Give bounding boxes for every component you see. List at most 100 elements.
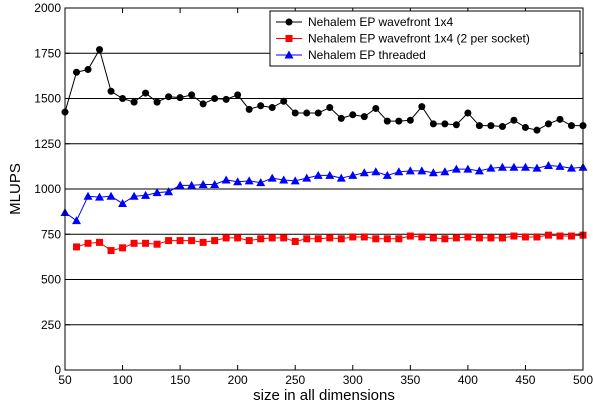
- series-line-0: [64, 48, 583, 131]
- data-point: [337, 235, 345, 243]
- data-point: [464, 109, 472, 117]
- data-point: [428, 168, 438, 177]
- y-tick-label: 1500: [34, 92, 61, 106]
- data-point: [325, 170, 335, 179]
- data-point: [188, 237, 196, 245]
- data-point: [176, 94, 184, 102]
- legend-item-2: Nehalem EP threaded: [276, 48, 426, 62]
- data-point: [372, 104, 380, 112]
- data-point: [142, 89, 150, 97]
- data-point: [280, 234, 288, 242]
- data-point: [84, 66, 92, 74]
- data-point: [303, 109, 311, 117]
- x-tick-label: 250: [285, 373, 305, 387]
- series-1: [73, 231, 587, 255]
- data-point: [187, 180, 197, 189]
- data-point: [418, 233, 426, 241]
- data-point: [141, 190, 151, 199]
- data-point: [429, 234, 437, 242]
- data-point: [441, 120, 449, 128]
- data-point: [221, 175, 231, 184]
- data-point: [452, 121, 460, 129]
- data-point: [234, 91, 242, 99]
- data-point: [348, 170, 358, 179]
- data-point: [440, 167, 450, 176]
- legend-item-1: Nehalem EP wavefront 1x4 (2 per socket): [276, 32, 530, 46]
- data-point: [474, 166, 484, 175]
- data-point: [497, 162, 507, 171]
- data-point: [510, 116, 518, 124]
- data-point: [337, 114, 345, 122]
- data-point: [96, 46, 104, 54]
- data-point: [360, 233, 368, 241]
- data-point: [406, 232, 414, 240]
- data-point: [165, 93, 173, 101]
- data-point: [257, 235, 265, 243]
- data-point: [521, 233, 529, 241]
- legend-label: Nehalem EP threaded: [308, 48, 426, 62]
- y-tick-label: 1750: [34, 46, 61, 60]
- data-point: [544, 120, 552, 128]
- data-point: [336, 173, 346, 182]
- data-point: [129, 191, 139, 200]
- data-point: [302, 173, 312, 182]
- data-point: [165, 237, 173, 245]
- data-point: [279, 175, 289, 184]
- x-tick-label: 100: [113, 373, 133, 387]
- data-point: [394, 167, 404, 176]
- data-point: [359, 168, 369, 177]
- y-tick-label: 2000: [34, 1, 61, 15]
- legend-box: [269, 10, 581, 67]
- data-point: [267, 173, 277, 182]
- data-point: [418, 103, 426, 111]
- data-point: [314, 109, 322, 117]
- data-point: [118, 198, 128, 207]
- x-tick-label: 300: [343, 373, 363, 387]
- legend-marker: [285, 18, 293, 26]
- y-tick-label: 750: [41, 227, 61, 241]
- series-layer: [60, 46, 588, 255]
- data-point: [383, 117, 391, 125]
- data-point: [303, 235, 311, 243]
- data-point: [130, 239, 138, 247]
- data-point: [280, 97, 288, 105]
- legend-label: Nehalem EP wavefront 1x4 (2 per socket): [308, 32, 530, 46]
- x-tick-label: 350: [400, 373, 420, 387]
- data-point: [395, 235, 403, 243]
- y-axis-title: MLUPS: [7, 163, 24, 215]
- data-point: [245, 105, 253, 113]
- data-point: [464, 233, 472, 241]
- data-point: [153, 240, 161, 248]
- data-point: [463, 164, 473, 173]
- data-point: [95, 192, 105, 201]
- data-point: [555, 161, 565, 170]
- data-point: [73, 68, 81, 76]
- data-point: [556, 115, 564, 123]
- data-point: [152, 188, 162, 197]
- x-tick-label: 400: [458, 373, 478, 387]
- data-point: [382, 170, 392, 179]
- data-point: [372, 235, 380, 243]
- data-point: [566, 163, 576, 172]
- x-axis-title: size in all dimensions: [253, 387, 395, 404]
- data-point: [544, 231, 552, 239]
- y-tick-label: 0: [54, 363, 61, 377]
- x-tick-label: 500: [573, 373, 593, 387]
- data-point: [245, 237, 253, 245]
- data-point: [429, 120, 437, 128]
- data-point: [326, 234, 334, 242]
- data-point: [486, 163, 496, 172]
- data-point: [567, 122, 575, 130]
- legend: Nehalem EP wavefront 1x4 Nehalem EP wavef…: [269, 10, 581, 67]
- data-point: [417, 166, 427, 175]
- data-point: [326, 104, 334, 112]
- data-point: [176, 237, 184, 245]
- data-point: [210, 179, 220, 188]
- data-point: [349, 111, 357, 119]
- data-point: [211, 95, 219, 102]
- data-point: [291, 109, 299, 117]
- data-point: [268, 234, 276, 242]
- data-point: [533, 126, 541, 134]
- data-point: [130, 98, 138, 106]
- data-point: [510, 232, 518, 240]
